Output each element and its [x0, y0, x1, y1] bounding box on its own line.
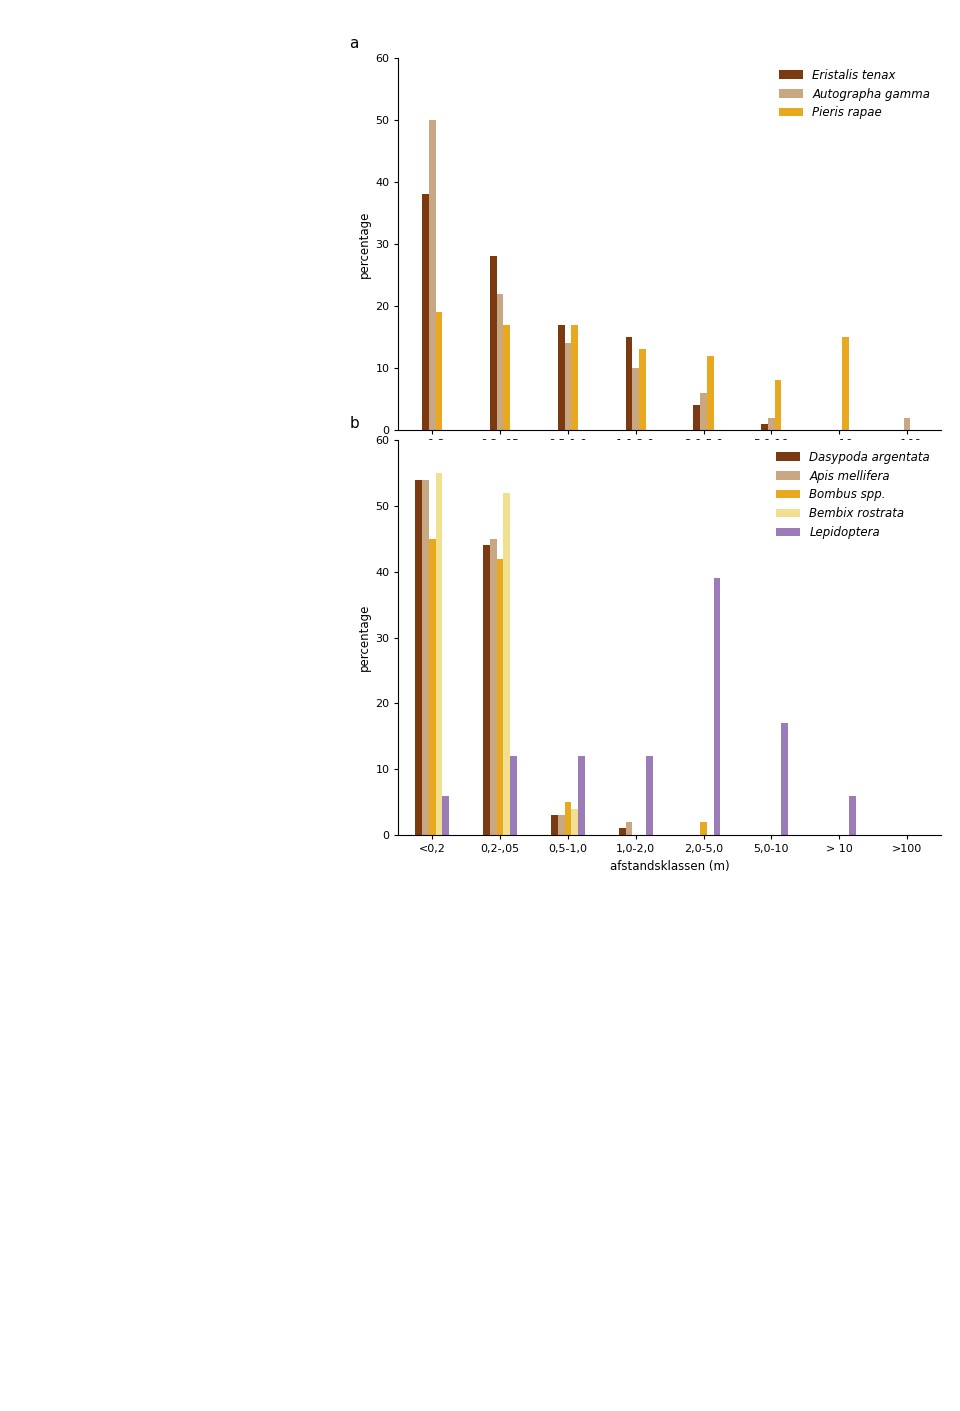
Bar: [551, 816, 558, 835]
Bar: [496, 559, 503, 835]
Bar: [511, 756, 517, 835]
Bar: [761, 423, 768, 430]
Bar: [483, 545, 490, 835]
Bar: [646, 756, 653, 835]
Bar: [619, 828, 626, 835]
Bar: [781, 722, 788, 835]
Bar: [564, 343, 571, 430]
Bar: [571, 809, 578, 835]
Bar: [707, 356, 713, 430]
Bar: [639, 350, 646, 430]
Bar: [626, 821, 633, 835]
Bar: [700, 821, 707, 835]
Bar: [713, 579, 720, 835]
Bar: [443, 796, 449, 835]
Bar: [903, 418, 910, 430]
Y-axis label: percentage: percentage: [358, 210, 372, 278]
Legend: Dasypoda argentata, Apis mellifera, Bombus spp., Bembix rostrata, Lepidoptera: Dasypoda argentata, Apis mellifera, Bomb…: [772, 446, 935, 545]
Bar: [429, 120, 436, 430]
Bar: [422, 195, 429, 430]
X-axis label: afstandsklassen (m): afstandsklassen (m): [610, 859, 730, 872]
Bar: [496, 293, 503, 430]
Bar: [429, 539, 436, 835]
Bar: [422, 480, 429, 835]
Bar: [571, 325, 578, 430]
Text: b: b: [349, 416, 359, 432]
Bar: [850, 796, 856, 835]
Bar: [436, 473, 443, 835]
Bar: [775, 381, 781, 430]
Bar: [564, 801, 571, 835]
Bar: [490, 539, 496, 835]
Bar: [558, 816, 564, 835]
Bar: [693, 405, 700, 430]
Bar: [558, 325, 564, 430]
Bar: [578, 756, 585, 835]
Bar: [626, 337, 633, 430]
Bar: [503, 492, 511, 835]
Bar: [633, 368, 639, 430]
Bar: [768, 418, 775, 430]
Y-axis label: percentage: percentage: [358, 604, 372, 672]
Bar: [700, 392, 707, 430]
Text: a: a: [349, 35, 359, 51]
Bar: [490, 257, 496, 430]
Bar: [416, 480, 422, 835]
Bar: [436, 312, 443, 430]
Bar: [843, 337, 850, 430]
Bar: [503, 325, 511, 430]
Legend: Eristalis tenax, Autographa gamma, Pieris rapae: Eristalis tenax, Autographa gamma, Pieri…: [775, 63, 935, 124]
